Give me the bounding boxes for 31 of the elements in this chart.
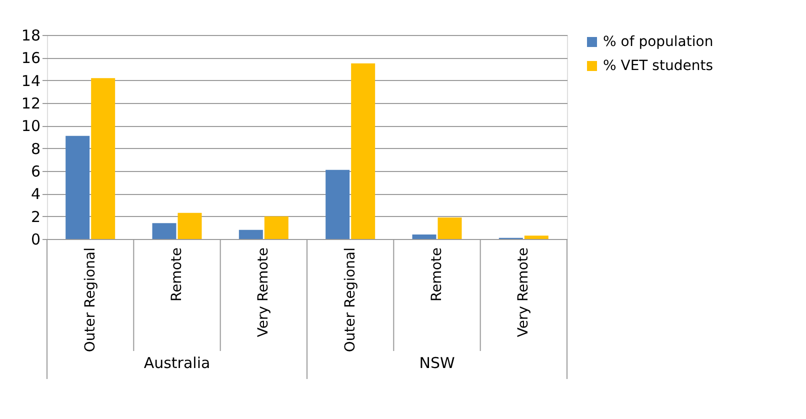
- bar: [264, 216, 288, 239]
- x-tick-label: Very Remote: [516, 248, 532, 338]
- y-tick-label: 12: [21, 94, 40, 112]
- x-tick-label: Remote: [429, 248, 445, 302]
- y-tick-label: 18: [21, 26, 40, 44]
- bar: [524, 236, 548, 239]
- y-tick-label: 2: [30, 208, 40, 226]
- bar: [91, 78, 116, 239]
- bar: [66, 136, 90, 239]
- text: NSW: [419, 354, 455, 372]
- y-tick-label: 8: [30, 140, 40, 158]
- y-tick-label: 0: [30, 230, 40, 248]
- legend-label: % of population: [603, 34, 714, 50]
- y-tick-label: 14: [21, 72, 40, 90]
- bar: [412, 234, 436, 239]
- x-tick-label: Very Remote: [256, 248, 272, 338]
- bar: [152, 223, 176, 239]
- y-tick-label: 6: [30, 162, 40, 180]
- bar: [178, 212, 202, 239]
- text: Australia: [144, 354, 210, 372]
- x-tick-label: Outer Regional: [342, 248, 358, 352]
- y-tick-label: 16: [21, 49, 40, 68]
- bar: [326, 170, 350, 239]
- y-tick-label: 4: [30, 185, 40, 204]
- x-tick-label: Outer Regional: [82, 248, 98, 352]
- legend-label: % VET students: [603, 58, 713, 74]
- bar: [238, 230, 263, 239]
- bar: [351, 63, 376, 239]
- y-tick-label: 10: [21, 117, 40, 136]
- bar: [438, 217, 462, 239]
- x-tick-label: Remote: [169, 248, 185, 302]
